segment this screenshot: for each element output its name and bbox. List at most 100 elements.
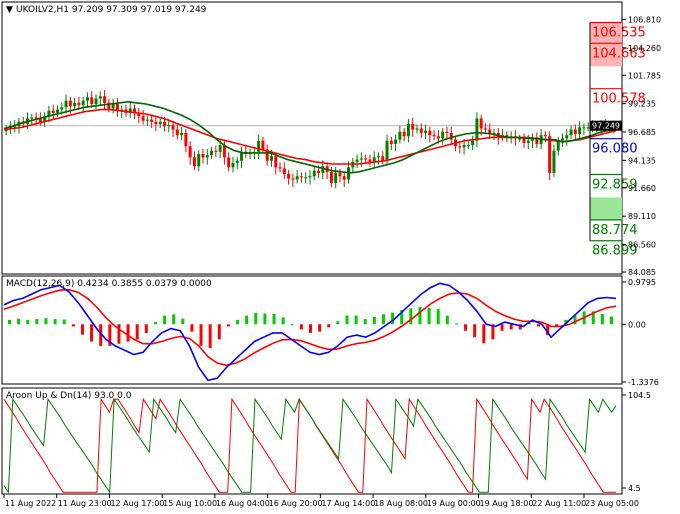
price-tick-label: 91.660 <box>628 184 656 193</box>
macd-histogram-bar <box>546 324 550 336</box>
macd-histogram-bar <box>391 312 395 325</box>
candle-body <box>158 121 162 125</box>
candle-body <box>240 151 244 161</box>
candle-body <box>103 96 107 103</box>
candle-body <box>573 129 577 135</box>
price-panel-menu-icon[interactable]: ▼ <box>6 5 13 15</box>
candle-body <box>389 140 393 145</box>
time-tick-label: 19 Aug 18:00 <box>480 499 534 508</box>
candle-body <box>30 117 34 119</box>
candle-body <box>150 119 154 122</box>
candle-body <box>518 138 522 140</box>
macd-histogram-bar <box>409 308 413 325</box>
candle-body <box>445 131 449 133</box>
candle-body <box>368 159 372 162</box>
macd-panel-frame <box>1 275 623 385</box>
candle-body <box>282 168 286 175</box>
candle-body <box>359 158 363 160</box>
candle-body <box>449 132 453 140</box>
price-tick-label: 99.235 <box>628 100 656 109</box>
candle-body <box>231 162 235 168</box>
candle-body <box>308 176 312 178</box>
macd-histogram-bar <box>217 324 221 340</box>
level-label: 96.080 <box>592 142 638 157</box>
candle-body <box>385 140 389 161</box>
candle-body <box>398 131 402 140</box>
candle-body <box>227 157 231 168</box>
current-price-label: 97.249 <box>592 122 620 131</box>
candle-body <box>34 117 38 119</box>
macd-histogram-bar <box>445 315 449 325</box>
time-tick-label: 18 Aug 08:00 <box>374 499 428 508</box>
candle-body <box>471 140 475 146</box>
candle-body <box>192 157 196 167</box>
candle-body <box>462 145 466 148</box>
candle-body <box>128 108 132 113</box>
current-price-tag <box>590 120 622 131</box>
macd-histogram-bar <box>62 319 66 325</box>
macd-main-line <box>3 282 617 382</box>
candle-body <box>210 150 214 156</box>
macd-histogram-bar <box>491 324 495 340</box>
candle-body <box>85 97 89 101</box>
candle-body <box>548 136 552 173</box>
price-tick-label: 94.135 <box>628 156 656 165</box>
macd-histogram-bar <box>573 315 577 325</box>
macd-histogram-bar <box>354 315 358 325</box>
candle-body <box>167 125 171 127</box>
candle-body <box>235 160 239 163</box>
candle-body <box>466 145 470 147</box>
macd-histogram-bar <box>208 324 212 349</box>
candle-body <box>60 107 64 110</box>
candle-body <box>299 176 303 178</box>
macd-histogram-bar <box>117 324 121 344</box>
aroon-tick-label: 104.5 <box>628 391 651 400</box>
candle-body <box>90 97 94 105</box>
macd-histogram-bar <box>400 310 404 325</box>
time-tick-label: 11 Aug 2022 <box>5 499 56 508</box>
candle-body <box>55 109 59 113</box>
macd-histogram-bar <box>327 324 331 328</box>
time-tick-label: 12 Aug 17:00 <box>110 499 164 508</box>
level-label: 92.859 <box>592 177 638 192</box>
macd-histogram-bar <box>555 324 559 327</box>
candle-body <box>77 102 81 106</box>
candle-body <box>214 150 218 152</box>
macd-histogram-bar <box>281 317 285 325</box>
level-label: 100.578 <box>592 92 646 107</box>
candle-body <box>261 140 265 150</box>
candle-body <box>479 118 483 129</box>
macd-histogram-bar <box>199 324 203 346</box>
candle-body <box>291 178 295 180</box>
macd-histogram-bar <box>90 324 94 342</box>
candle-body <box>381 156 385 161</box>
candle-body <box>376 156 380 158</box>
macd-histogram-bar <box>236 319 240 325</box>
price-tick-label: 86.560 <box>628 240 656 249</box>
macd-histogram-bar <box>427 307 431 325</box>
candle-body <box>415 128 419 130</box>
candle-body <box>304 177 308 179</box>
macd-histogram-bar <box>108 324 112 346</box>
candle-body <box>81 100 85 106</box>
candle-body <box>218 145 222 152</box>
price-panel-title: UKOILV2,H1 97.209 97.309 97.019 97.249 <box>16 5 207 15</box>
candle-body <box>295 176 299 180</box>
aroon-panel-frame <box>1 387 623 495</box>
axes-layer: 106.810104.260101.78599.23596.68594.1359… <box>3 15 661 508</box>
candle-body <box>342 176 346 180</box>
resistance-zone <box>590 22 622 67</box>
macd-histogram-bar <box>80 324 84 335</box>
candle-body <box>402 131 406 137</box>
level-label: 106.535 <box>592 26 646 41</box>
candle-body <box>175 129 179 136</box>
candle-body <box>419 128 423 133</box>
macd-histogram-bar <box>537 324 541 327</box>
macd-tick-label: 0.9795 <box>628 278 656 287</box>
candle-body <box>111 104 115 109</box>
macd-histogram-bar <box>454 323 458 325</box>
macd-histogram-bar <box>318 324 322 332</box>
aroon-up-line <box>3 397 617 494</box>
